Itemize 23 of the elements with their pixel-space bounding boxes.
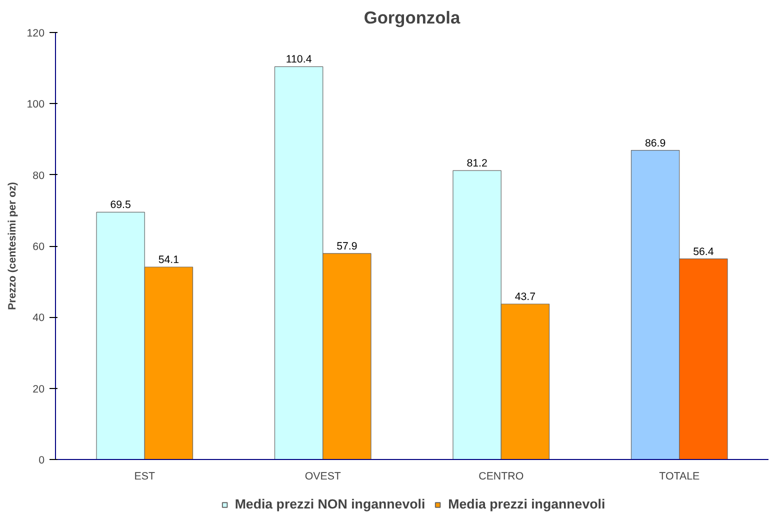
data-label: 81.2	[466, 158, 488, 170]
data-label: 69.5	[110, 199, 132, 212]
x-tick-label: TOTALE	[659, 470, 700, 482]
y-tick-label: 0	[38, 454, 45, 466]
y-tick-label: 40	[32, 312, 45, 324]
chart-title: Gorgonzola	[364, 8, 460, 28]
x-tick-label: CENTRO	[478, 470, 524, 482]
data-label: 57.9	[336, 240, 358, 252]
legend-label: Media prezzi ingannevoli	[448, 496, 606, 512]
data-label: 56.4	[693, 246, 714, 258]
y-tick-label: 20	[32, 383, 45, 396]
data-label: 110.4	[286, 54, 312, 66]
data-label: 86.9	[644, 137, 666, 150]
y-tick-label: 80	[32, 170, 45, 182]
legend-label: Media prezzi NON ingannevoli	[234, 496, 426, 512]
y-tick-label: 60	[32, 241, 45, 253]
data-label: 54.1	[158, 254, 180, 266]
y-tick-label: 100	[26, 98, 45, 111]
y-axis-title: Prezzo (centesimi per oz)	[6, 182, 19, 310]
y-tick-label: 120	[26, 28, 45, 40]
x-tick-label: EST	[134, 470, 156, 482]
x-tick-label: OVEST	[304, 470, 342, 482]
data-label: 43.7	[514, 291, 536, 303]
